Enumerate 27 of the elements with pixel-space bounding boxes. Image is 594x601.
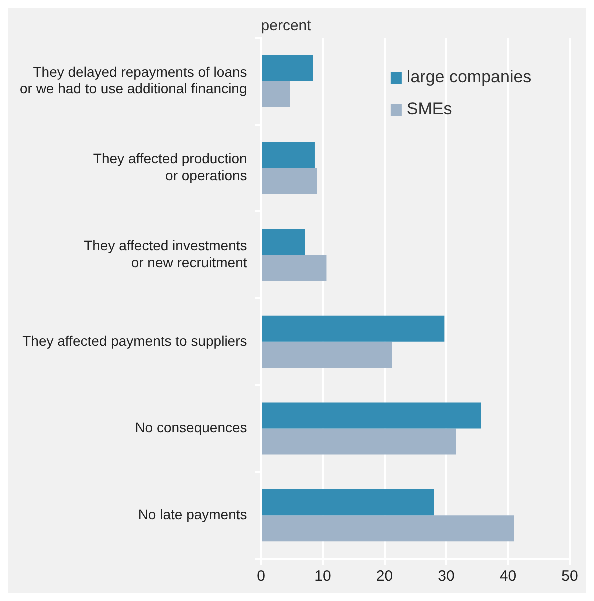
- bar: [262, 316, 445, 342]
- x-tick-label: 30: [438, 568, 455, 586]
- bar: [262, 229, 306, 256]
- bar: [262, 55, 314, 82]
- bar: [262, 342, 392, 368]
- bar: [262, 142, 315, 168]
- x-tick-label: 50: [562, 568, 578, 586]
- legend-label: SMEs: [406, 100, 452, 119]
- y-tick-label: No late payments: [138, 506, 248, 522]
- x-axis-title: percent: [261, 18, 312, 35]
- y-tick-label: No consequences: [135, 420, 248, 436]
- y-tick-label: They delayed repayments of loans or we had to use additional financing: [20, 64, 248, 97]
- x-tick-label: 0: [257, 568, 266, 586]
- bar: [262, 402, 482, 429]
- y-tick-label: They affected investments or new recruitment: [84, 238, 248, 270]
- bar: [262, 168, 318, 194]
- x-tick-label: 10: [314, 568, 332, 586]
- bar: [262, 428, 456, 455]
- bar: [262, 490, 434, 516]
- bar: [262, 255, 327, 282]
- x-tick-label: 20: [376, 568, 394, 586]
- y-tick-label: They affected production or operations: [93, 150, 248, 184]
- x-tick-label: 40: [500, 568, 517, 586]
- bar: [262, 516, 514, 542]
- y-tick-label: They affected payments to suppliers: [22, 332, 248, 349]
- bar: [262, 81, 290, 108]
- legend-label: large companies: [406, 68, 532, 87]
